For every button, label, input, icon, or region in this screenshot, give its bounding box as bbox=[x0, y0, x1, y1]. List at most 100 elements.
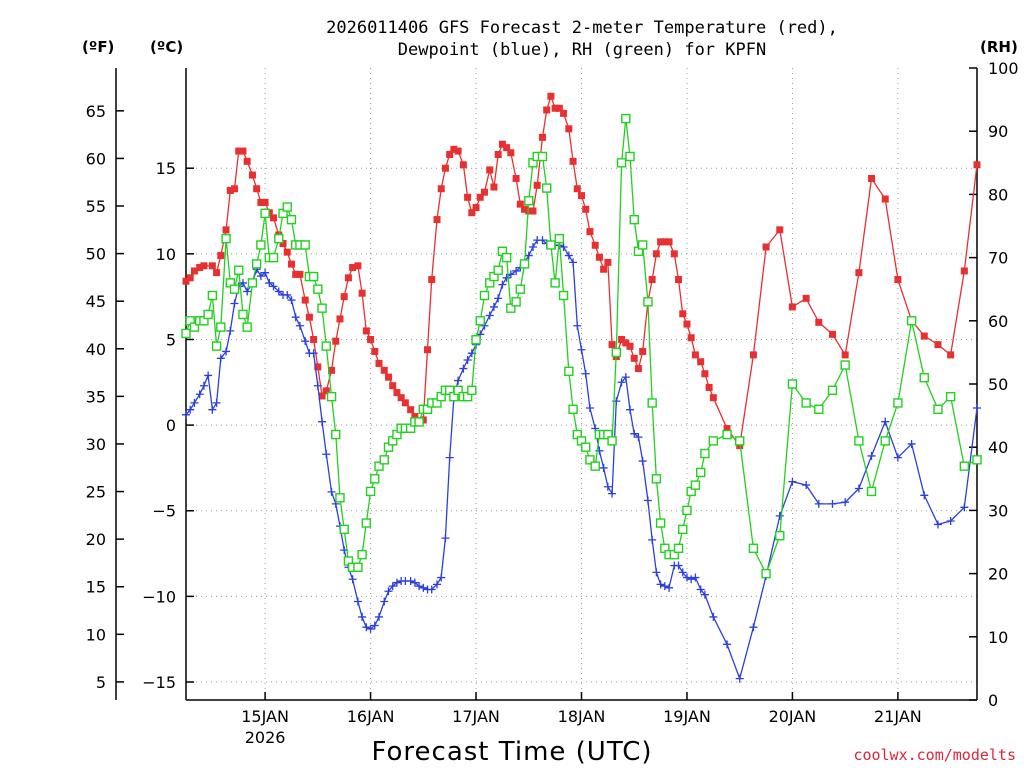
dewpoint-point bbox=[415, 582, 424, 591]
rh-point bbox=[655, 518, 666, 528]
dewpoint-point bbox=[788, 477, 797, 486]
temperature-point bbox=[261, 198, 269, 206]
rh-point bbox=[238, 309, 248, 320]
temperature-point bbox=[648, 276, 656, 284]
temperature-point bbox=[401, 399, 409, 407]
dewpoint-point bbox=[502, 273, 511, 282]
fahrenheit-tick-label: 60 bbox=[86, 149, 106, 168]
temperature-point bbox=[375, 359, 383, 367]
temperature-point bbox=[490, 183, 498, 191]
rh-point bbox=[300, 240, 310, 250]
dewpoint-point bbox=[973, 403, 981, 412]
series-markers-rh bbox=[181, 113, 982, 579]
temperature-point bbox=[634, 365, 642, 373]
dewpoint-point bbox=[195, 390, 204, 399]
dewpoint-point bbox=[362, 623, 371, 632]
dewpoint-point bbox=[353, 597, 362, 606]
dewpoint-point bbox=[410, 578, 419, 587]
chart-title-line2: Dewpoint (blue), RH (green) for KPFN bbox=[398, 40, 766, 60]
dewpoint-point bbox=[261, 268, 270, 277]
fahrenheit-tick-label: 20 bbox=[86, 530, 106, 549]
dewpoint-point bbox=[881, 417, 890, 426]
temperature-point bbox=[411, 413, 419, 421]
rh-point bbox=[511, 297, 521, 307]
temperature-point bbox=[665, 238, 673, 246]
rh-point bbox=[326, 391, 337, 402]
rh-point bbox=[203, 309, 213, 320]
temperature-point bbox=[920, 332, 928, 340]
temperature-point bbox=[336, 315, 344, 323]
dewpoint-point bbox=[380, 597, 389, 606]
rh-point bbox=[229, 284, 240, 294]
rh-point bbox=[414, 417, 424, 427]
rh-point bbox=[234, 265, 244, 275]
celsius-tick-label: 10 bbox=[156, 245, 176, 264]
dewpoint-point bbox=[573, 321, 582, 330]
rh-point bbox=[959, 461, 970, 471]
dewpoint-point bbox=[854, 484, 863, 493]
rh-point bbox=[972, 455, 982, 465]
temperature-point bbox=[762, 243, 770, 251]
temperature-point bbox=[486, 166, 494, 174]
dewpoint-point bbox=[437, 573, 446, 582]
dewpoint-point bbox=[243, 287, 252, 296]
rh-point bbox=[625, 151, 635, 162]
dewpoint-point bbox=[309, 349, 318, 358]
dewpoint-point bbox=[485, 311, 494, 320]
temperature-point bbox=[243, 157, 251, 165]
dewpoint-point bbox=[643, 496, 652, 505]
celsius-tick-label: 15 bbox=[156, 159, 176, 178]
rh-point bbox=[581, 442, 591, 452]
temperature-point bbox=[652, 250, 660, 258]
rh-point bbox=[331, 429, 341, 440]
fahrenheit-tick-label: 55 bbox=[86, 197, 106, 216]
dewpoint-point bbox=[682, 573, 691, 582]
temperature-point bbox=[679, 310, 687, 318]
rh-point bbox=[519, 259, 530, 269]
temperature-point bbox=[973, 161, 981, 169]
celsius-tick-label: −5 bbox=[152, 502, 176, 521]
dewpoint-point bbox=[287, 296, 296, 305]
rh-point bbox=[678, 524, 688, 535]
rh-point bbox=[524, 196, 534, 206]
dewpoint-point bbox=[691, 573, 700, 582]
rh-point bbox=[537, 151, 548, 162]
dewpoint-point bbox=[427, 585, 436, 594]
rh-point bbox=[866, 486, 877, 497]
temperature-point bbox=[270, 214, 278, 222]
fahrenheit-tick-label: 45 bbox=[86, 292, 106, 311]
dewpoint-point bbox=[652, 568, 661, 577]
temperature-point bbox=[507, 149, 515, 157]
rh-point bbox=[673, 543, 684, 554]
temperature-point bbox=[287, 260, 295, 268]
rh-point bbox=[761, 568, 771, 579]
rh-point bbox=[471, 335, 481, 345]
dewpoint-point bbox=[230, 299, 239, 308]
rh-point bbox=[501, 252, 512, 263]
rh-point bbox=[379, 455, 389, 465]
rh-point bbox=[554, 233, 565, 244]
dewpoint-point bbox=[569, 258, 578, 267]
temperature-point bbox=[354, 262, 362, 270]
dewpoint-point bbox=[524, 251, 533, 260]
temperature-point bbox=[591, 241, 599, 249]
temperature-point bbox=[182, 277, 190, 285]
temperature-point bbox=[595, 253, 603, 261]
temperature-point bbox=[705, 383, 713, 391]
chart-title-line1: 2026011406 GFS Forecast 2-meter Temperat… bbox=[326, 18, 838, 38]
rh-point bbox=[321, 341, 331, 351]
rh-point bbox=[467, 385, 477, 396]
temperature-point bbox=[586, 228, 594, 236]
rh-point bbox=[690, 480, 701, 490]
dewpoint-point bbox=[775, 511, 784, 520]
temperature-point bbox=[213, 269, 221, 277]
dewpoint-point bbox=[599, 463, 608, 472]
dewpoint-point bbox=[318, 417, 327, 426]
dewpoint-point bbox=[581, 369, 590, 378]
dewpoint-point bbox=[256, 272, 265, 281]
temperature-point bbox=[618, 335, 626, 343]
temperature-point bbox=[622, 339, 630, 347]
temperature-point bbox=[661, 238, 669, 246]
temperature-point bbox=[788, 303, 796, 311]
temperature-point bbox=[503, 144, 511, 152]
